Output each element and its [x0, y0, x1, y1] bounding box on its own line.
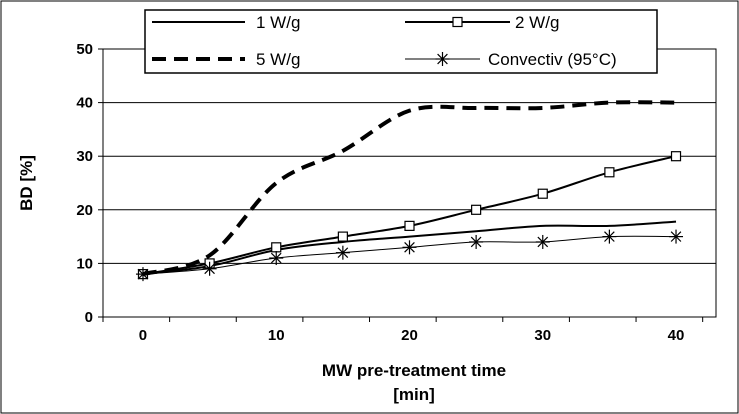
series-1-point-6: [537, 188, 548, 199]
x-tick-label-10: 10: [268, 327, 285, 344]
series-line-0: [142, 220, 677, 276]
x-tick-label-20: 20: [401, 327, 418, 344]
y-tick-label-0: 0: [85, 309, 93, 326]
series-1-point-5: [471, 204, 482, 215]
series-3-point-4: [402, 240, 417, 255]
y-tick-label-50: 50: [76, 41, 93, 58]
y-tick-label-10: 10: [76, 255, 93, 272]
y-tick-label-40: 40: [76, 95, 93, 112]
series-group: [135, 100, 684, 282]
y-axis-title: BD [%]: [17, 155, 36, 211]
legend-marker-1: [452, 16, 463, 28]
series-1-point-7: [604, 167, 615, 178]
x-tick-label-30: 30: [534, 327, 551, 344]
legend-label-1: 2 W/g: [515, 13, 559, 32]
series-1-point-2: [271, 242, 282, 253]
x-tick-label-0: 0: [139, 327, 147, 344]
series-3-point-3: [335, 245, 350, 260]
legend-items: 1 W/g 2 W/g 5 W/g Convectiv (95°C): [152, 13, 617, 69]
y-tick-label-20: 20: [76, 202, 93, 219]
x-tick-label-40: 40: [668, 327, 685, 344]
x-axis-title-line2: [min]: [393, 385, 435, 404]
series-line-2: [142, 100, 677, 277]
x-axis-ticks: 0 10 20 30 40: [102, 317, 704, 344]
series-1-point-8: [670, 151, 682, 162]
series-3-point-6: [535, 234, 550, 249]
legend-marker-3: [435, 52, 450, 66]
series-3-point-1: [202, 261, 217, 276]
series-3-point-7: [602, 229, 617, 244]
legend-label-2: 5 W/g: [256, 50, 300, 69]
series-1-point-3: [337, 231, 348, 242]
series-3-point-0: [135, 267, 150, 282]
x-axis-title-line1: MW pre-treatment time: [322, 361, 506, 380]
series-3-point-8: [669, 229, 684, 244]
y-tick-label-30: 30: [76, 148, 93, 165]
series-3-point-2: [269, 251, 284, 266]
series-1-point-4: [404, 220, 415, 231]
series-3-point-5: [469, 234, 484, 249]
legend-label-0: 1 W/g: [256, 13, 300, 32]
legend: [144, 9, 658, 74]
legend-label-3: Convectiv (95°C): [488, 50, 617, 69]
y-axis-ticks: 0 10 20 30 40 50: [76, 41, 103, 326]
